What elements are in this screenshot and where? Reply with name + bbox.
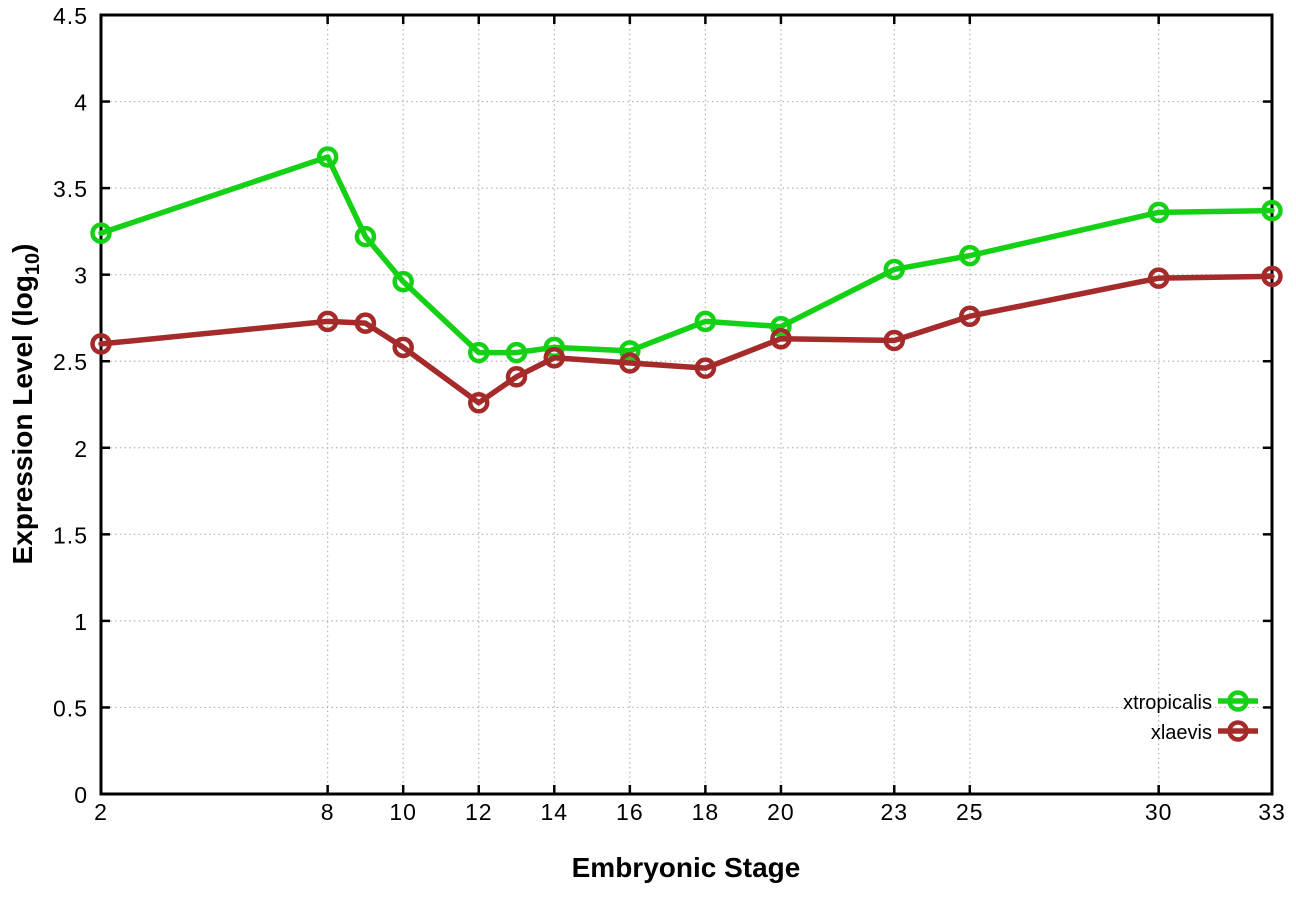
data-point-xtropicalis — [392, 270, 414, 293]
data-point-xlaevis — [90, 333, 112, 355]
data-point-xlaevis — [354, 312, 377, 334]
legend-sample-marker-xlaevis — [1227, 720, 1249, 742]
plot-area: 2 8 10 12 14 16 18 20 23 25 30 33 0 0.5 1 1.5 2 2.5 3 3.5 4 4… — [53, 3, 1286, 825]
x-tick-label: 10 — [389, 799, 417, 825]
data-point-xtropicalis — [770, 315, 792, 338]
plot-border — [99, 13, 1274, 796]
y-tick-label: 0 — [74, 782, 88, 808]
x-tick-label: 16 — [616, 799, 644, 825]
data-point-xtropicalis — [90, 222, 112, 244]
y-tick-label: 4.5 — [53, 3, 88, 29]
data-point-xlaevis — [1261, 265, 1283, 288]
x-tick-label: 25 — [956, 799, 984, 825]
legend-sample-marker-xtropicalis — [1227, 690, 1249, 712]
x-axis-title: Embryonic Stage — [572, 852, 801, 883]
data-point-xtropicalis — [505, 341, 528, 364]
y-axis-title: Expression Level (log10) — [7, 244, 44, 565]
legend-label-xlaevis: xlaevis — [1151, 722, 1212, 744]
x-tick-label: 14 — [540, 799, 568, 825]
y-tick-label: 2.5 — [53, 349, 88, 375]
data-point-xlaevis — [883, 329, 906, 352]
data-point-xtropicalis — [316, 146, 339, 168]
data-point-xlaevis — [316, 310, 339, 333]
data-point-xtropicalis — [354, 225, 377, 248]
data-point-xlaevis — [1147, 267, 1170, 289]
y-tick-label: 4 — [74, 90, 88, 116]
data-point-xtropicalis — [1261, 199, 1283, 222]
data-point-xlaevis — [619, 352, 641, 374]
x-tick-label: 8 — [321, 799, 335, 825]
x-tick-label: 33 — [1258, 799, 1286, 825]
legend — [1218, 690, 1258, 742]
data-point-xtropicalis — [959, 244, 981, 267]
x-tick-label: 18 — [692, 799, 720, 825]
data-point-xtropicalis — [619, 340, 641, 362]
y-tick-label: 1 — [74, 609, 88, 635]
data-point-xlaevis — [505, 366, 528, 388]
x-tick-label: 23 — [880, 799, 908, 825]
x-tick-label: 12 — [465, 799, 493, 825]
data-point-xtropicalis — [883, 258, 906, 281]
y-tick-label: 0.5 — [53, 695, 88, 721]
y-tick-label: 3.5 — [53, 176, 88, 202]
x-tick-label: 20 — [767, 799, 795, 825]
x-tick-label: 2 — [94, 799, 108, 825]
data-point-xtropicalis — [467, 341, 490, 364]
y-tick-label: 3 — [74, 263, 88, 289]
data-point-xlaevis — [467, 392, 490, 414]
y-tick-label: 1.5 — [53, 522, 88, 548]
x-tick-label: 30 — [1145, 799, 1173, 825]
data-point-xlaevis — [392, 336, 414, 359]
series-line-xlaevis — [98, 273, 1275, 406]
legend-label-xtropicalis: xtropicalis — [1123, 692, 1212, 714]
data-point-xlaevis — [959, 305, 981, 327]
y-axis-title-subscript: 10 — [22, 253, 44, 275]
data-point-xlaevis — [770, 327, 792, 350]
data-point-xlaevis — [694, 357, 717, 379]
series-line-xtropicalis — [98, 154, 1275, 356]
data-point-xtropicalis — [694, 310, 717, 333]
data-point-xtropicalis — [1147, 201, 1170, 224]
y-tick-label: 2 — [74, 436, 88, 462]
data-point-xlaevis — [543, 347, 566, 369]
